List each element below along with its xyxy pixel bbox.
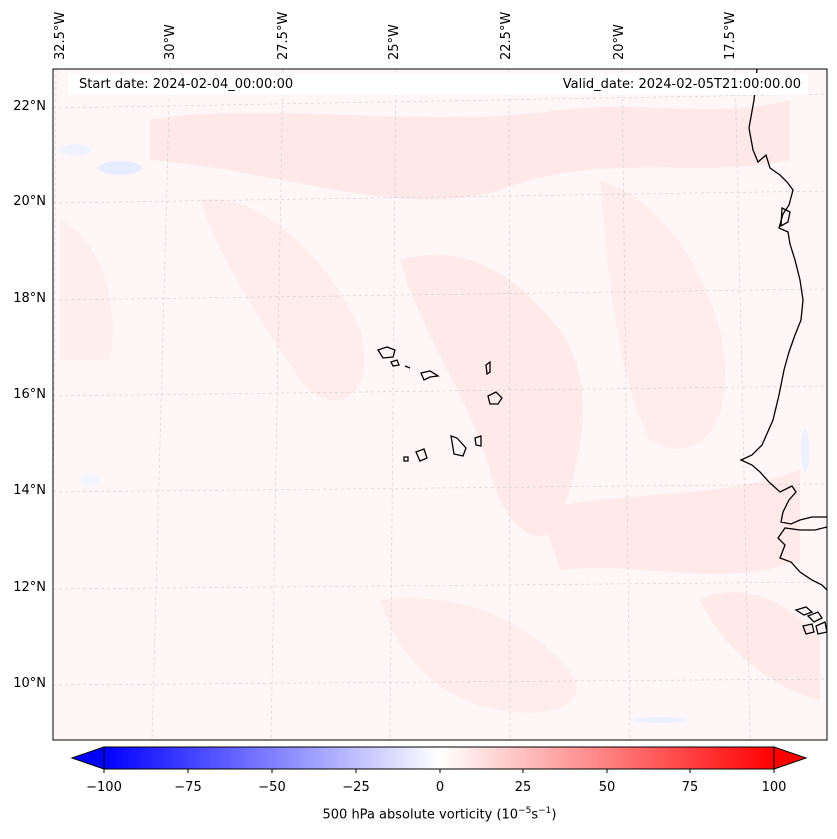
island-sao-vicente bbox=[390, 359, 400, 367]
lon-gridline bbox=[389, 69, 397, 740]
negative-vorticity-patch bbox=[630, 717, 690, 723]
colorbar-frame bbox=[103, 746, 775, 770]
island-outline bbox=[794, 606, 814, 616]
island-outline bbox=[780, 206, 791, 228]
header-band bbox=[68, 73, 808, 95]
start-date-label: Start date: 2024-02-04_00:00:00 bbox=[79, 77, 294, 92]
africa-coastline bbox=[777, 526, 827, 591]
colorbar-tick-label: 50 bbox=[598, 780, 616, 795]
island-outline bbox=[806, 611, 823, 623]
vorticity-blob bbox=[400, 254, 584, 537]
colorbar-label-suffix: ) bbox=[551, 807, 557, 823]
island-santo-antao bbox=[377, 346, 396, 359]
lon-label-17-5w: 17.5°W bbox=[723, 11, 738, 60]
island-sal bbox=[485, 360, 491, 376]
island-santa-luzia bbox=[404, 365, 411, 369]
lon-gridline bbox=[508, 69, 511, 740]
lat-label-10n: 10°N bbox=[13, 676, 46, 691]
vorticity-blob bbox=[200, 199, 365, 401]
cape-verde-islands bbox=[377, 346, 503, 462]
lon-gridline bbox=[621, 69, 631, 740]
colorbar-extend-low bbox=[70, 746, 105, 770]
lon-gridline bbox=[151, 69, 171, 740]
colorbar-tick-label: 100 bbox=[761, 780, 787, 795]
colorbar-tick-label: −75 bbox=[174, 780, 202, 795]
vorticity-blob bbox=[540, 470, 800, 574]
lat-label-18n: 18°N bbox=[13, 291, 46, 306]
vorticity-blob bbox=[380, 598, 577, 713]
gridlines bbox=[53, 69, 827, 740]
lon-gridline bbox=[270, 69, 284, 740]
colorbar-label: 500 hPa absolute vorticity (10−5s−1) bbox=[0, 806, 837, 822]
island-brava bbox=[403, 456, 409, 462]
island-outline bbox=[802, 623, 815, 635]
africa-coastline bbox=[739, 69, 827, 525]
colorbar-negative bbox=[104, 747, 440, 769]
colorbar-tick-label: 25 bbox=[514, 780, 532, 795]
colorbar-ticks bbox=[103, 769, 775, 773]
colorbar-extend-high bbox=[773, 746, 808, 770]
colorbar-positive bbox=[440, 747, 774, 769]
vorticity-blob bbox=[60, 220, 113, 360]
vorticity-blob bbox=[150, 100, 790, 200]
vorticity-field bbox=[59, 100, 820, 723]
colorbar bbox=[70, 746, 808, 773]
lon-label-27-5w: 27.5°W bbox=[276, 11, 291, 60]
island-fogo bbox=[415, 448, 428, 462]
lat-label-12n: 12°N bbox=[13, 580, 46, 595]
lon-label-30w: 30°W bbox=[163, 24, 178, 60]
lon-gridline bbox=[734, 69, 751, 740]
lat-label-16n: 16°N bbox=[13, 387, 46, 402]
lat-label-20n: 20°N bbox=[13, 194, 46, 209]
negative-vorticity-patch bbox=[59, 144, 91, 156]
colorbar-label-exp2: −1 bbox=[538, 806, 552, 816]
valid-date-label: Valid_date: 2024-02-05T21:00:00.00 bbox=[562, 77, 801, 92]
colorbar-tick-label: 75 bbox=[681, 780, 699, 795]
colorbar-tick-label: −50 bbox=[258, 780, 286, 795]
negative-vorticity-patch bbox=[801, 428, 809, 472]
negative-vorticity-patch bbox=[98, 161, 142, 175]
lon-label-32-5w: 32.5°W bbox=[53, 11, 68, 60]
colorbar-label-mid: s bbox=[531, 807, 539, 823]
island-boa-vista bbox=[487, 391, 503, 405]
island-santiago bbox=[450, 435, 467, 457]
island-outline bbox=[815, 621, 827, 635]
lon-label-20w: 20°W bbox=[612, 24, 627, 60]
coastlines bbox=[739, 69, 827, 635]
vorticity-blob bbox=[600, 180, 726, 449]
lon-label-25w: 25°W bbox=[387, 24, 402, 60]
colorbar-tick-label: −100 bbox=[86, 780, 122, 795]
island-sao-nicolau bbox=[420, 370, 440, 381]
map-frame bbox=[52, 68, 828, 741]
vorticity-blob bbox=[700, 592, 820, 700]
lon-label-22-5w: 22.5°W bbox=[499, 11, 514, 60]
colorbar-label-prefix: 500 hPa absolute vorticity (10 bbox=[322, 807, 519, 823]
lat-label-14n: 14°N bbox=[13, 483, 46, 498]
island-maio bbox=[474, 435, 482, 447]
lat-label-22n: 22°N bbox=[13, 99, 46, 114]
colorbar-tick-label: 0 bbox=[435, 780, 445, 795]
negative-vorticity-patch bbox=[80, 474, 100, 486]
colorbar-label-exp1: −5 bbox=[518, 806, 532, 816]
colorbar-tick-label: −25 bbox=[342, 780, 370, 795]
